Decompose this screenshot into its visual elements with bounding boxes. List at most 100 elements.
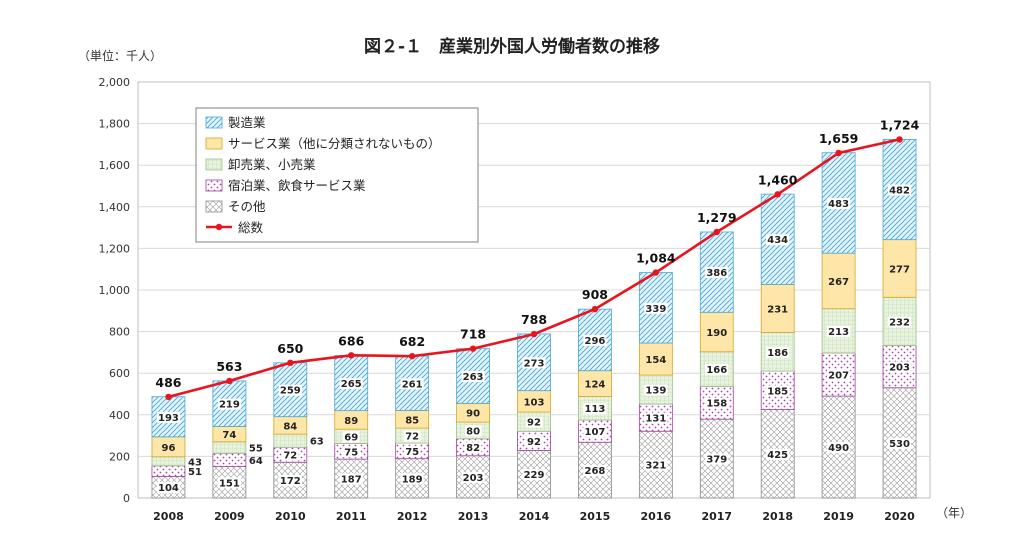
- data-label-bg: [464, 442, 482, 454]
- data-label: 232: [889, 317, 910, 328]
- data-label-bg: [705, 397, 729, 409]
- data-label-bg: [827, 369, 851, 381]
- total-point: [896, 136, 903, 143]
- x-tick-label: 2013: [458, 510, 489, 523]
- y-tick-label: 200: [109, 450, 130, 463]
- data-label: 213: [828, 327, 849, 338]
- data-label-bg: [400, 378, 424, 390]
- data-label-bg: [461, 471, 485, 483]
- total-point: [226, 377, 233, 385]
- x-tick-label: 2015: [580, 510, 611, 523]
- data-label: 207: [828, 371, 849, 382]
- bar-segment: [212, 441, 247, 454]
- data-label: 51: [188, 467, 202, 478]
- data-label: 43: [188, 457, 202, 468]
- data-label-bg: [583, 426, 607, 438]
- data-label: 166: [706, 365, 727, 376]
- x-tick-label: 2016: [641, 510, 672, 523]
- x-axis-unit: （年）: [936, 506, 972, 520]
- total-label: 1,084: [636, 251, 676, 266]
- data-label: 124: [584, 380, 605, 391]
- data-label-bg: [705, 327, 729, 339]
- data-label-bg: [887, 316, 912, 328]
- data-label-bg: [281, 449, 299, 461]
- data-label: 434: [767, 235, 788, 246]
- total-point: [348, 352, 355, 359]
- total-label: 1,460: [758, 172, 798, 187]
- data-label: 84: [283, 421, 297, 432]
- data-label-bg: [217, 477, 241, 489]
- data-label-bg: [522, 469, 546, 481]
- data-label-bg: [644, 302, 668, 314]
- data-label-bg: [583, 465, 607, 477]
- total-label: 718: [460, 327, 486, 342]
- data-label: 74: [222, 430, 236, 441]
- total-point: [652, 269, 660, 276]
- data-label-bg: [766, 385, 790, 397]
- data-label: 186: [767, 348, 788, 359]
- x-tick-label: 2019: [823, 510, 854, 523]
- data-label-bg: [403, 414, 421, 426]
- legend-swatch: [205, 200, 223, 213]
- data-label: 151: [219, 478, 240, 489]
- total-point: [835, 149, 842, 157]
- data-label: 277: [889, 264, 910, 275]
- total-point: [713, 228, 720, 236]
- data-label: 267: [828, 277, 849, 288]
- data-label-bg: [156, 482, 181, 494]
- data-label: 189: [402, 474, 423, 485]
- data-label-bg: [705, 364, 729, 376]
- x-tick-label: 2018: [762, 510, 793, 523]
- data-label-bg: [887, 437, 912, 449]
- data-label: 103: [524, 397, 545, 408]
- data-label: 55: [249, 444, 263, 455]
- data-label: 530: [889, 439, 910, 450]
- data-label-bg: [644, 412, 668, 424]
- data-label: 321: [645, 461, 666, 472]
- data-label: 296: [584, 336, 605, 347]
- legend-label: 宿泊業、飲食サービス業: [228, 178, 366, 193]
- data-label-bg: [403, 430, 421, 442]
- y-tick-label: 1,600: [99, 159, 131, 172]
- data-label-bg: [525, 416, 543, 428]
- total-point: [287, 359, 294, 366]
- total-point: [530, 330, 538, 338]
- data-label: 90: [466, 409, 480, 420]
- data-label-bg: [705, 267, 729, 279]
- legend-label: その他: [228, 199, 266, 214]
- data-label: 483: [828, 199, 849, 210]
- data-label: 80: [466, 426, 480, 437]
- legend-swatch: [205, 179, 223, 192]
- data-label-bg: [217, 398, 241, 410]
- data-label-bg: [887, 263, 912, 275]
- data-label-bg: [827, 275, 851, 287]
- data-label: 139: [645, 386, 666, 397]
- data-label: 259: [280, 386, 301, 397]
- bar-segment: [151, 456, 186, 467]
- data-label: 386: [706, 268, 727, 279]
- total-label: 486: [155, 375, 181, 390]
- total-label: 686: [338, 333, 364, 348]
- data-label: 193: [158, 413, 179, 424]
- data-label-bg: [522, 396, 546, 408]
- total-label: 682: [399, 334, 425, 349]
- data-label: 158: [706, 399, 727, 410]
- data-label-bg: [827, 442, 851, 454]
- data-label: 263: [463, 372, 484, 383]
- y-tick-label: 1,400: [99, 201, 131, 214]
- data-label: 75: [344, 447, 358, 458]
- x-tick-label: 2014: [519, 510, 550, 523]
- data-label-bg: [339, 378, 363, 390]
- x-tick-label: 2020: [884, 510, 915, 523]
- data-label-bg: [160, 441, 177, 453]
- data-label-bg: [342, 446, 360, 458]
- bar-segment: [273, 433, 308, 448]
- legend-label: 卸売業、小売業: [228, 157, 316, 172]
- data-label: 203: [889, 363, 910, 374]
- data-label: 187: [341, 475, 362, 486]
- x-tick-label: 2017: [701, 510, 732, 523]
- unit-label: （単位：千人）: [78, 48, 162, 63]
- legend-box: [195, 107, 479, 243]
